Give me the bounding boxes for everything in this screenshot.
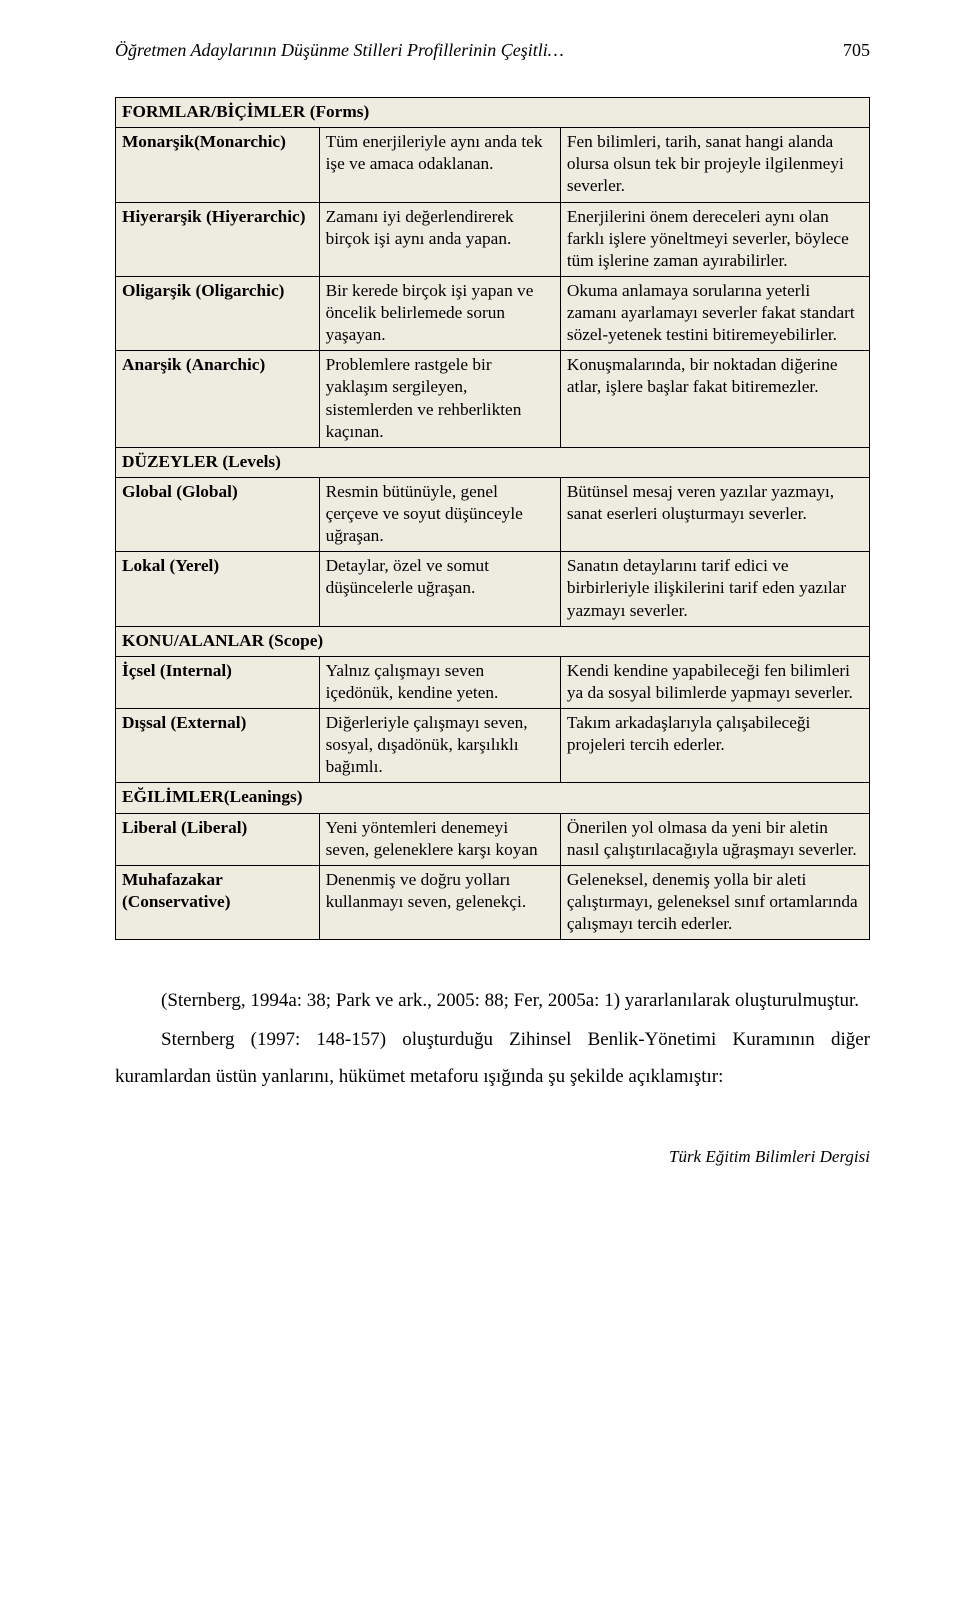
section-row-forms: FORMLAR/BİÇİMLER (Forms) bbox=[116, 98, 870, 128]
cell-anarchic-ex: Konuşmalarında, bir noktadan diğerine at… bbox=[560, 351, 869, 448]
row-liberal: Liberal (Liberal) Yeni yöntemleri deneme… bbox=[116, 813, 870, 865]
cell-internal-desc: Yalnız çalışmayı seven içedönük, kendine… bbox=[319, 656, 560, 708]
cell-global-ex: Bütünsel mesaj veren yazılar yazmayı, sa… bbox=[560, 477, 869, 551]
cell-local-ex: Sanatın detaylarını tarif edici ve birbi… bbox=[560, 552, 869, 626]
row-external: Dışsal (External) Diğerleriyle çalışmayı… bbox=[116, 709, 870, 783]
row-internal: İçsel (Internal) Yalnız çalışmayı seven … bbox=[116, 656, 870, 708]
body-paragraph-1: (Sternberg, 1994a: 38; Park ve ark., 200… bbox=[115, 982, 870, 1019]
cell-liberal-label: Liberal (Liberal) bbox=[116, 813, 320, 865]
header-title: Öğretmen Adaylarının Düşünme Stilleri Pr… bbox=[115, 40, 564, 61]
cell-monarchic-desc: Tüm enerjileriyle aynı anda tek işe ve a… bbox=[319, 128, 560, 202]
body-text: (Sternberg, 1994a: 38; Park ve ark., 200… bbox=[115, 982, 870, 1095]
section-row-levels: DÜZEYLER (Levels) bbox=[116, 447, 870, 477]
cell-hierarchic-desc: Zamanı iyi değerlendirerek birçok işi ay… bbox=[319, 202, 560, 276]
cell-anarchic-label: Anarşik (Anarchic) bbox=[116, 351, 320, 448]
row-conservative: Muhafazakar (Conservative) Denenmiş ve d… bbox=[116, 865, 870, 939]
row-monarchic: Monarşik(Monarchic) Tüm enerjileriyle ay… bbox=[116, 128, 870, 202]
page: Öğretmen Adaylarının Düşünme Stilleri Pr… bbox=[0, 0, 960, 1217]
cell-monarchic-label: Monarşik(Monarchic) bbox=[116, 128, 320, 202]
section-levels: DÜZEYLER (Levels) bbox=[116, 447, 870, 477]
row-oligarchic: Oligarşik (Oligarchic) Bir kerede birçok… bbox=[116, 276, 870, 350]
section-row-leanings: EĞILİMLER(Leanings) bbox=[116, 783, 870, 813]
cell-external-desc: Diğerleriyle çalışmayı seven, sosyal, dı… bbox=[319, 709, 560, 783]
section-leanings: EĞILİMLER(Leanings) bbox=[116, 783, 870, 813]
cell-hierarchic-ex: Enerjilerini önem dereceleri aynı olan f… bbox=[560, 202, 869, 276]
section-row-scope: KONU/ALANLAR (Scope) bbox=[116, 626, 870, 656]
cell-local-desc: Detaylar, özel ve somut düşüncelerle uğr… bbox=[319, 552, 560, 626]
cell-hierarchic-label: Hiyerarşik (Hiyerarchic) bbox=[116, 202, 320, 276]
header-title-text: Öğretmen Adaylarının Düşünme Stilleri Pr… bbox=[115, 40, 564, 60]
cell-oligarchic-label: Oligarşik (Oligarchic) bbox=[116, 276, 320, 350]
row-hierarchic: Hiyerarşik (Hiyerarchic) Zamanı iyi değe… bbox=[116, 202, 870, 276]
running-header: Öğretmen Adaylarının Düşünme Stilleri Pr… bbox=[115, 40, 870, 61]
cell-local-label: Lokal (Yerel) bbox=[116, 552, 320, 626]
cell-internal-label: İçsel (Internal) bbox=[116, 656, 320, 708]
cell-conservative-label: Muhafazakar (Conservative) bbox=[116, 865, 320, 939]
page-number: 705 bbox=[843, 40, 870, 61]
cell-liberal-desc: Yeni yöntemleri denemeyi seven, gelenekl… bbox=[319, 813, 560, 865]
cell-monarchic-ex: Fen bilimleri, tarih, sanat hangi alanda… bbox=[560, 128, 869, 202]
row-anarchic: Anarşik (Anarchic) Problemlere rastgele … bbox=[116, 351, 870, 448]
section-scope: KONU/ALANLAR (Scope) bbox=[116, 626, 870, 656]
row-local: Lokal (Yerel) Detaylar, özel ve somut dü… bbox=[116, 552, 870, 626]
journal-footer: Türk Eğitim Bilimleri Dergisi bbox=[115, 1147, 870, 1167]
cell-oligarchic-desc: Bir kerede birçok işi yapan ve öncelik b… bbox=[319, 276, 560, 350]
cell-internal-ex: Kendi kendine yapabileceği fen bilimleri… bbox=[560, 656, 869, 708]
body-paragraph-2: Sternberg (1997: 148-157) oluşturduğu Zi… bbox=[115, 1021, 870, 1095]
cell-external-label: Dışsal (External) bbox=[116, 709, 320, 783]
cell-conservative-ex: Geleneksel, denemiş yolla bir aleti çalı… bbox=[560, 865, 869, 939]
row-global: Global (Global) Resmin bütünüyle, genel … bbox=[116, 477, 870, 551]
cell-global-label: Global (Global) bbox=[116, 477, 320, 551]
styles-table: FORMLAR/BİÇİMLER (Forms) Monarşik(Monarc… bbox=[115, 97, 870, 940]
cell-anarchic-desc: Problemlere rastgele bir yaklaşım sergil… bbox=[319, 351, 560, 448]
cell-external-ex: Takım arkadaşlarıyla çalışabileceği proj… bbox=[560, 709, 869, 783]
cell-liberal-ex: Önerilen yol olmasa da yeni bir aletin n… bbox=[560, 813, 869, 865]
cell-conservative-desc: Denenmiş ve doğru yolları kullanmayı sev… bbox=[319, 865, 560, 939]
section-forms: FORMLAR/BİÇİMLER (Forms) bbox=[116, 98, 870, 128]
cell-global-desc: Resmin bütünüyle, genel çerçeve ve soyut… bbox=[319, 477, 560, 551]
cell-oligarchic-ex: Okuma anlamaya sorularına yeterli zamanı… bbox=[560, 276, 869, 350]
